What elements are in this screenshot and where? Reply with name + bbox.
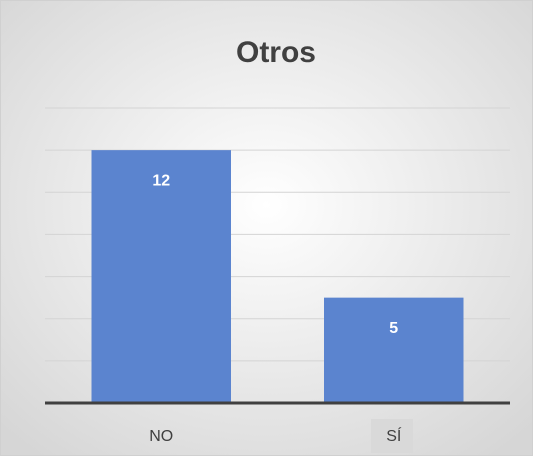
bar: [324, 297, 464, 403]
chart-title: Otros: [236, 36, 316, 69]
x-tick-label: SÍ: [386, 426, 402, 445]
x-tick-label: NO: [149, 428, 173, 445]
bar: [91, 150, 231, 403]
data-label: 12: [152, 172, 170, 189]
data-label: 5: [389, 320, 398, 337]
label-highlight: [371, 419, 413, 453]
